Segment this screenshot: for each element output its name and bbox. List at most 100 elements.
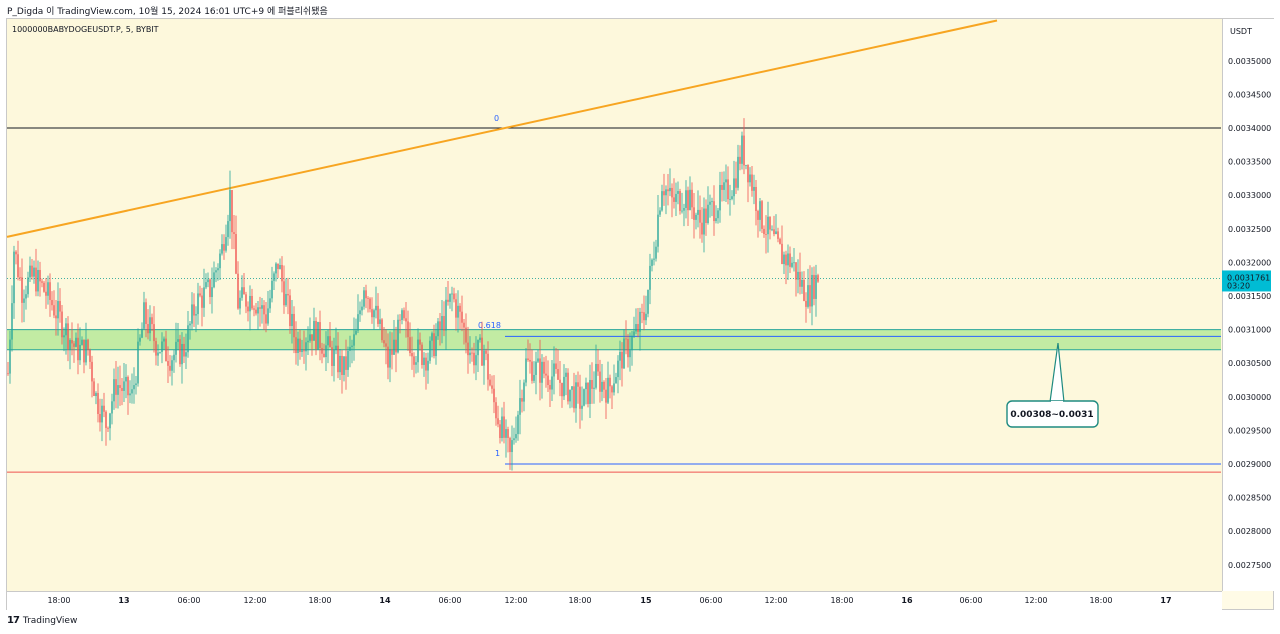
candle-body-187 [381, 319, 383, 341]
candle-body-96 [199, 293, 201, 296]
candle-body-261 [529, 359, 531, 362]
candle-body-361 [729, 198, 731, 200]
time-axis[interactable] [7, 591, 1222, 611]
candle-body-310 [627, 339, 629, 358]
candle-body-341 [689, 189, 691, 211]
candle-body-142 [291, 313, 293, 327]
candle-body-139 [285, 293, 287, 306]
candle-body-267 [541, 361, 543, 383]
candle-body-285 [577, 382, 579, 387]
candle-body-102 [211, 287, 213, 298]
candle-body-226 [459, 305, 461, 312]
candle-body-355 [717, 210, 719, 219]
candle-body-331 [669, 187, 671, 192]
last-price-tag [1222, 270, 1271, 292]
candle-body-258 [523, 382, 525, 402]
candle-body-398 [803, 279, 805, 301]
candle-body-169 [345, 356, 347, 370]
candle-body-106 [219, 253, 221, 269]
candle-body-41 [89, 349, 91, 362]
candle-body-227 [461, 311, 463, 323]
candle-body-136 [279, 265, 281, 269]
candle-body-312 [631, 335, 633, 351]
x-tick-label: 12:00 [764, 596, 787, 605]
publisher-text: P_Digda 이 TradingView.com, 10월 15, 2024 … [7, 7, 328, 17]
candle-body-301 [609, 377, 611, 387]
candle-body-260 [527, 358, 529, 360]
chart-container[interactable] [6, 18, 1275, 611]
candle-body-158 [323, 353, 325, 358]
candle-body-24 [55, 315, 57, 319]
candle-body-164 [335, 345, 337, 350]
candle-body-378 [763, 228, 765, 235]
footer-brand-text: TradingView [22, 615, 78, 626]
candle-body-58 [123, 381, 125, 391]
candle-body-156 [319, 322, 321, 348]
candle-body-43 [93, 381, 95, 397]
candle-body-86 [179, 339, 181, 365]
candle-body-362 [731, 196, 733, 199]
candle-body-18 [43, 282, 45, 292]
candle-body-108 [223, 244, 225, 251]
candle-body-42 [91, 361, 93, 382]
candle-body-241 [489, 379, 491, 386]
candle-body-276 [559, 379, 561, 383]
candle-body-367 [741, 135, 743, 164]
candle-body-5 [17, 254, 19, 278]
candle-body-324 [655, 246, 657, 259]
candle-body-186 [379, 319, 381, 324]
callout-pointer [1049, 342, 1065, 403]
candle-body-17 [41, 281, 43, 283]
price-axis[interactable] [1222, 19, 1275, 591]
candle-body-40 [87, 339, 89, 350]
candle-body-1 [9, 339, 11, 374]
candle-body-232 [471, 352, 473, 354]
candle-body-75 [157, 352, 159, 356]
candle-body-230 [467, 342, 469, 356]
candle-body-239 [485, 350, 487, 354]
candle-body-372 [751, 174, 753, 191]
candle-body-293 [593, 387, 595, 389]
x-tick-label: 12:00 [504, 596, 527, 605]
candle-body-90 [187, 325, 189, 353]
candle-body-116 [239, 297, 241, 309]
candle-body-57 [121, 387, 123, 391]
candle-body-255 [517, 414, 519, 435]
candle-body-292 [591, 379, 593, 389]
candle-body-322 [651, 259, 653, 266]
candle-body-87 [181, 343, 183, 365]
candle-body-192 [391, 349, 393, 355]
candle-body-380 [767, 216, 769, 235]
callout-label: 0.00308~0.0031 [1010, 410, 1093, 420]
candle-body-336 [679, 191, 681, 211]
candle-body-127 [261, 305, 263, 309]
candle-body-391 [789, 253, 791, 267]
candle-body-181 [369, 298, 371, 310]
candle-body-329 [665, 189, 667, 196]
candle-body-340 [687, 190, 689, 211]
candle-body-222 [451, 293, 453, 295]
candle-body-183 [373, 310, 375, 318]
candle-body-52 [111, 401, 113, 414]
candle-body-168 [343, 356, 345, 375]
candle-body-6 [19, 277, 21, 278]
candle-body-34 [75, 337, 77, 347]
footer-brand: 17 TradingView [7, 615, 77, 626]
candle-body-277 [561, 382, 563, 397]
y-tick-label: 0.0034500 [1228, 90, 1271, 99]
candle-body-148 [303, 350, 305, 352]
candle-body-365 [737, 156, 739, 188]
candle-body-382 [771, 229, 773, 231]
candle-body-63 [133, 385, 135, 390]
candle-body-384 [775, 231, 777, 235]
candle-body-104 [215, 270, 217, 273]
candle-body-92 [191, 304, 193, 324]
candle-body-193 [393, 339, 395, 355]
candle-body-71 [149, 317, 151, 334]
candle-body-10 [27, 277, 29, 295]
candle-body-318 [643, 312, 645, 321]
candle-body-132 [271, 280, 273, 299]
candle-body-209 [425, 357, 427, 371]
plot-area[interactable] [7, 19, 1222, 591]
last-price-value: 0.0031761 [1227, 273, 1270, 282]
